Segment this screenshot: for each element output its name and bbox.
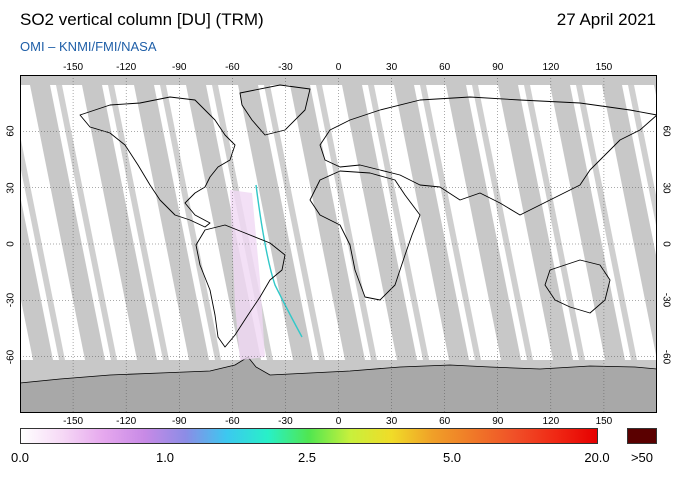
orbit-overlap-swath [420,85,481,360]
orbit-gap-swath [550,85,625,360]
orbit-gap-swath [134,85,209,360]
orbit-overlap-swath [368,85,429,360]
orbit-overlap-swath [108,85,169,360]
so2-colorbar [20,428,598,444]
lat-tick-left: -60 [5,349,17,364]
lat-tick-right: -60 [660,349,672,364]
so2-trace-line [255,184,303,338]
orbit-overlap-swath [628,85,657,230]
lat-tick-right: 0 [660,241,672,247]
lon-tick-bottom: 30 [386,416,398,427]
lon-tick-bottom: -60 [225,416,240,427]
orbit-overlap-swath [56,85,117,360]
so2-world-map [20,75,657,413]
orbit-overlap-swath [576,85,637,360]
satellite-swaths [20,85,657,360]
lon-tick-top: 0 [335,62,342,73]
orbit-overlap-swath [472,85,533,360]
lat-tick-left: 60 [5,125,17,137]
lon-tick-bottom: 150 [595,416,613,427]
orbit-gap-swath [498,85,573,360]
low-so2-haze [230,190,265,360]
lon-tick-bottom: -30 [278,416,293,427]
lon-tick-top: 90 [492,62,504,73]
lon-tick-top: -150 [63,62,84,73]
coastline-north-america [79,96,236,228]
colorbar-overflow-swatch [627,428,657,444]
orbit-gap-swath [82,85,157,360]
colorbar-label-4: 20.0 [584,450,610,465]
lat-tick-left: 30 [5,182,17,194]
coastline-eurasia [319,96,657,216]
orbit-gap-swath [342,85,417,360]
lon-tick-top: -120 [116,62,137,73]
orbit-gap-swath [602,85,657,360]
colorbar-label-overflow: >50 [630,450,654,465]
lon-tick-top: 150 [595,62,613,73]
orbit-gap-swath [394,85,469,360]
lon-tick-bottom: -90 [172,416,187,427]
map-title: SO2 vertical column [DU] (TRM) [20,10,264,29]
lon-tick-top: 30 [386,62,398,73]
orbit-gap-swath [30,85,105,360]
colorbar-label-1: 1.0 [155,450,175,465]
lon-tick-top: 120 [542,62,560,73]
colorbar-label-3: 5.0 [442,450,462,465]
lat-tick-left: 0 [5,241,17,247]
orbit-overlap-swath [264,85,325,360]
north-polar-nodata [20,75,657,85]
orbit-overlap-swath [316,85,377,360]
orbit-gap-swath [446,85,521,360]
lat-tick-right: -30 [660,293,672,308]
so2-plume [230,184,303,360]
graticule [20,75,657,413]
coastline-australia [544,259,611,314]
lon-tick-bottom: 90 [492,416,504,427]
coastline-greenland [239,84,311,136]
colorbar-label-0: 0.0 [10,450,30,465]
lon-tick-top: -90 [172,62,187,73]
lon-tick-top: 60 [439,62,451,73]
lon-tick-bottom: 0 [335,416,342,427]
lat-tick-right: 60 [660,125,672,137]
lon-tick-bottom: -120 [116,416,137,427]
lon-tick-bottom: 120 [542,416,560,427]
orbit-overlap-swath [524,85,585,360]
map-date: 27 April 2021 [556,10,656,29]
lon-tick-top: -30 [278,62,293,73]
colorbar-label-2: 2.5 [297,450,317,465]
data-credit: OMI – KNMI/FMI/NASA [20,39,157,54]
coastline-africa [309,170,421,301]
lat-tick-left: -30 [5,293,17,308]
orbit-overlap-swath [20,135,65,360]
lon-tick-top: -60 [225,62,240,73]
map-border [20,75,657,413]
lon-tick-bottom: -150 [63,416,84,427]
lat-tick-right: 30 [660,182,672,194]
lon-tick-bottom: 60 [439,416,451,427]
coastline-south-america [195,224,286,348]
orbit-gap-swath [290,85,365,360]
orbit-gap-swath [238,85,313,360]
orbit-overlap-swath [160,85,221,360]
continent-outlines [79,84,657,348]
orbit-gap-swath [20,195,53,360]
